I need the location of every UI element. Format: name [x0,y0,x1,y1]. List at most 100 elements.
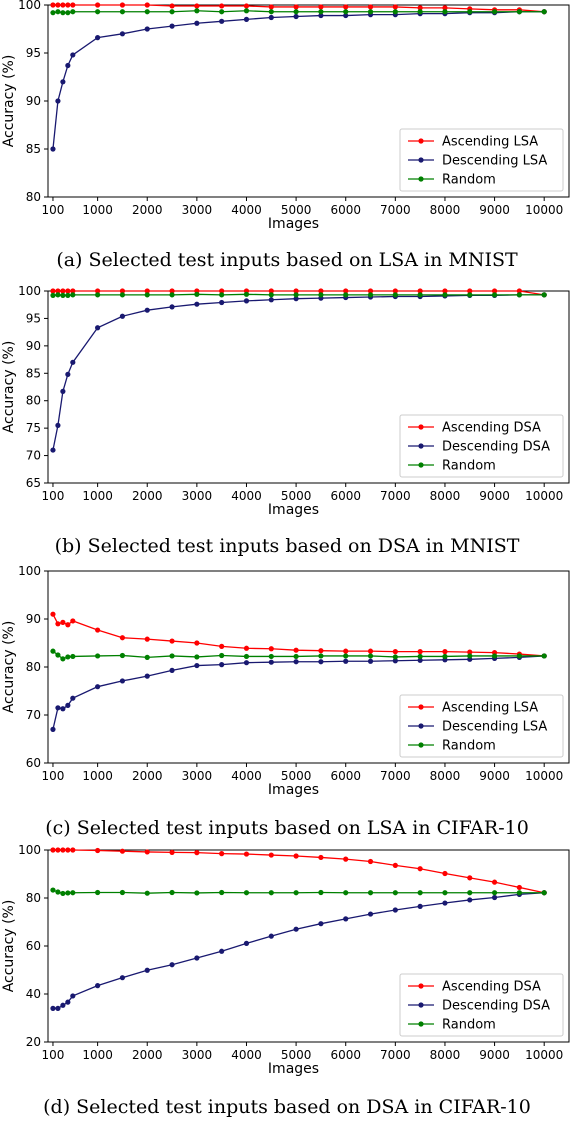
x-tick-label: 8000 [430,489,461,503]
data-point [60,288,66,294]
data-point [70,890,76,896]
data-point [144,849,150,855]
data-point [243,16,250,22]
data-point [367,648,374,654]
data-point [50,726,56,732]
chart-panel-a: 100 1000 2000 3000 4000 5000 6000 7000 8000 9000 1… [0,0,574,286]
x-tick-label: 100 [42,489,65,503]
data-point [60,292,66,298]
data-point [119,848,126,854]
data-point [169,667,175,673]
data-point [55,1005,61,1011]
data-point [541,9,547,15]
data-point [318,889,324,896]
legend: Ascending LSA Descending LSA Random [399,694,564,758]
data-point [417,653,423,660]
data-point [293,890,299,896]
legend-swatch-marker [418,704,424,710]
data-point [442,653,448,660]
y-axis-label: Accuracy (%) [1,341,17,434]
x-tick-label: 6000 [330,489,361,503]
data-point [50,292,56,298]
data-point [417,890,423,896]
legend-box [399,414,564,478]
legend-label: Random [442,459,496,474]
x-tick-label: 1000 [82,1048,113,1062]
data-point [243,890,250,896]
x-tick-label: 5000 [281,489,312,503]
data-point [144,9,150,15]
data-point [392,292,398,298]
data-point [293,4,299,10]
data-point [144,967,150,973]
data-point [50,648,56,654]
x-tick-label: 6000 [330,769,361,783]
data-point [343,9,349,15]
data-point [367,292,374,298]
data-point [95,288,101,294]
data-point [293,653,299,660]
data-point [194,3,200,9]
data-point [318,9,324,15]
data-point [268,297,274,303]
y-axis-label: Accuracy (%) [1,900,17,993]
data-point [119,288,126,294]
data-point [144,26,150,32]
legend-label: Ascending LSA [442,701,538,716]
data-point [70,292,76,298]
data-point [268,653,274,660]
chart-d: 100 1000 2000 3000 4000 5000 6000 7000 8000 9000 1… [1,845,570,1077]
data-point [467,890,473,896]
x-tick-label: 8000 [430,203,461,217]
data-point [60,2,66,8]
data-point [144,288,150,294]
data-point [70,9,76,15]
data-point [95,684,101,690]
x-tick-label: 10000 [525,1048,563,1062]
data-point [367,911,374,917]
data-point [144,890,150,896]
data-point [144,636,150,642]
data-point [60,706,66,712]
x-tick-label: 7000 [380,1048,411,1062]
x-tick-label: 2000 [132,1048,163,1062]
data-point [318,653,324,659]
y-tick-label: 80 [26,660,41,674]
data-point [343,288,349,294]
caption-a: (a) Selected test inputs based on LSA in… [56,249,518,271]
y-tick-label: 90 [26,94,41,108]
y-tick-label: 100 [18,286,41,298]
y-tick-label: 95 [26,311,41,325]
x-tick-label: 8000 [430,769,461,783]
x-tick-label: 100 [42,203,65,217]
data-point [541,292,547,298]
x-tick-label: 10000 [525,769,563,783]
data-point [491,890,498,896]
data-point [60,10,66,16]
x-axis-label: Images [268,216,319,232]
legend-swatch-marker [418,723,424,729]
data-point [65,702,71,708]
data-point [95,9,101,15]
x-tick-label: 100 [42,1048,65,1062]
legend-label: Random [442,1018,496,1033]
legend-swatch-marker [418,157,424,163]
y-tick-label: 70 [26,449,41,463]
data-point [516,292,522,298]
data-point [119,313,126,319]
legend-label: Descending LSA [442,154,547,169]
data-point [467,653,473,659]
y-tick-label: 100 [18,0,41,12]
data-point [268,933,274,939]
caption-c: (c) Selected test inputs based on LSA in… [45,817,529,839]
legend-label: Descending LSA [442,720,547,735]
data-point [392,649,398,655]
data-point [293,659,299,665]
data-point [169,23,175,29]
chart-b: 100 1000 2000 3000 4000 5000 6000 7000 8000 9000 1… [1,286,570,518]
legend: Ascending LSA Descending LSA Random [399,128,564,192]
series-0 [50,611,547,659]
data-point [491,653,498,659]
legend-swatch-marker [418,443,424,449]
x-tick-label: 8000 [430,1048,461,1062]
